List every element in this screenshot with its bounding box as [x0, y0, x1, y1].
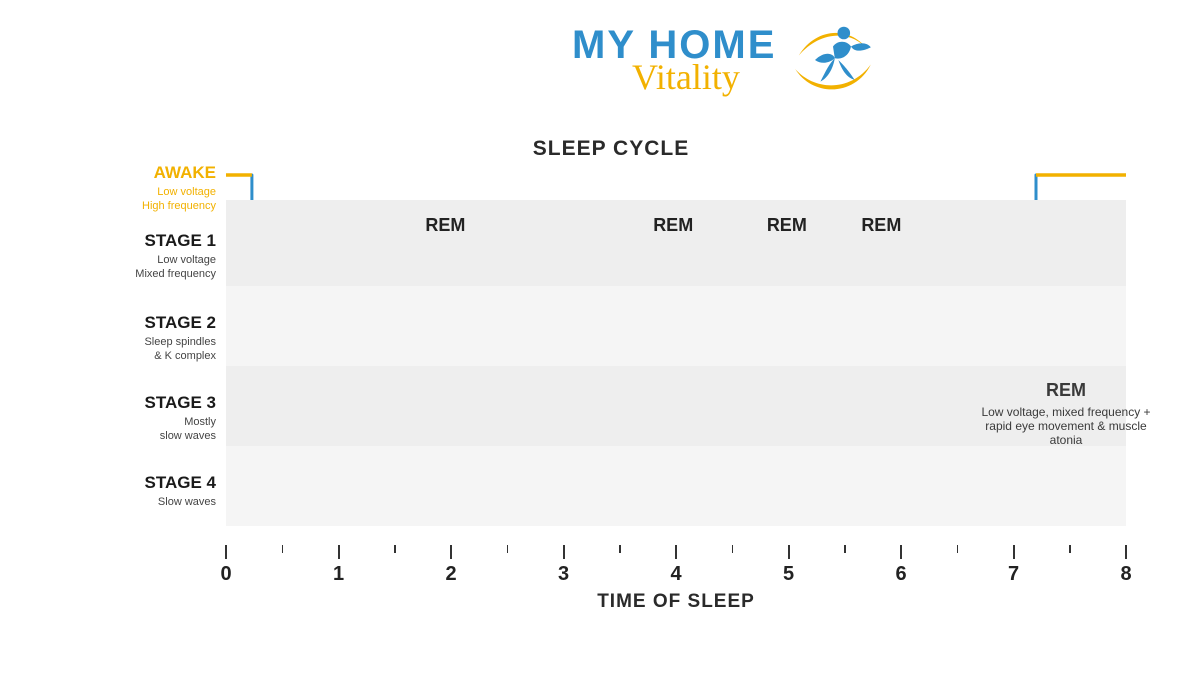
x-tick-major — [1125, 545, 1127, 559]
y-level-desc: Slow waves — [96, 495, 216, 509]
stage-band — [226, 286, 1126, 366]
rem-annotation-title: REM — [981, 380, 1151, 401]
x-tick-minor — [732, 545, 734, 553]
y-level-stage4: STAGE 4 Slow waves — [96, 473, 216, 509]
rem-annotation: REM Low voltage, mixed frequency + rapid… — [981, 380, 1151, 447]
x-tick-minor — [844, 545, 846, 553]
y-level-desc: Low voltage High frequency — [96, 185, 216, 214]
x-tick-minor — [394, 545, 396, 553]
sleep-cycle-chart: SLEEP CYCLE REMREMREMREM REM Low voltage… — [96, 145, 1126, 600]
rem-label: REM — [425, 215, 465, 236]
x-tick-minor — [619, 545, 621, 553]
x-tick-label: 7 — [1008, 563, 1019, 586]
x-tick-label: 3 — [558, 563, 569, 586]
logo-mark-icon — [788, 15, 878, 105]
x-tick-label: 0 — [220, 563, 231, 586]
x-tick-major — [450, 545, 452, 559]
x-tick-major — [563, 545, 565, 559]
rem-label: REM — [861, 215, 901, 236]
x-tick-label: 6 — [895, 563, 906, 586]
y-level-awake: AWAKELow voltage High frequency — [96, 163, 216, 214]
y-level-desc: Sleep spindles & K complex — [96, 335, 216, 364]
stage-band — [226, 200, 1126, 286]
x-tick-label: 8 — [1120, 563, 1131, 586]
x-tick-label: 4 — [670, 563, 681, 586]
x-tick-label: 1 — [333, 563, 344, 586]
rem-label: REM — [653, 215, 693, 236]
y-level-title: AWAKE — [96, 163, 216, 183]
x-tick-major — [675, 545, 677, 559]
x-tick-minor — [507, 545, 509, 553]
x-tick-major — [900, 545, 902, 559]
x-tick-minor — [957, 545, 959, 553]
x-tick-minor — [282, 545, 284, 553]
y-level-stage2: STAGE 2Sleep spindles & K complex — [96, 313, 216, 364]
y-level-stage3: STAGE 3Mostly slow waves — [96, 393, 216, 444]
y-level-title: STAGE 2 — [96, 313, 216, 333]
x-tick-minor — [1069, 545, 1071, 553]
x-axis-label: TIME OF SLEEP — [226, 591, 1126, 613]
rem-annotation-text: Low voltage, mixed frequency + rapid eye… — [981, 405, 1151, 447]
x-tick-major — [338, 545, 340, 559]
y-level-title: STAGE 3 — [96, 393, 216, 413]
x-axis: 012345678 TIME OF SLEEP — [226, 545, 1126, 605]
y-level-desc: Mostly slow waves — [96, 415, 216, 444]
x-tick-label: 5 — [783, 563, 794, 586]
y-level-title: STAGE 4 — [96, 473, 216, 493]
y-level-title: STAGE 1 — [96, 231, 216, 251]
brand-logo: MY HOME Vitality — [572, 15, 878, 105]
x-tick-major — [225, 545, 227, 559]
x-tick-major — [1013, 545, 1015, 559]
plot-area: REMREMREMREM REM Low voltage, mixed freq… — [226, 145, 1126, 545]
x-tick-label: 2 — [445, 563, 456, 586]
y-level-desc: Low voltage Mixed frequency — [96, 253, 216, 282]
x-tick-major — [788, 545, 790, 559]
rem-label: REM — [767, 215, 807, 236]
stage-band — [226, 446, 1126, 526]
y-level-stage1: STAGE 1Low voltage Mixed frequency — [96, 231, 216, 282]
